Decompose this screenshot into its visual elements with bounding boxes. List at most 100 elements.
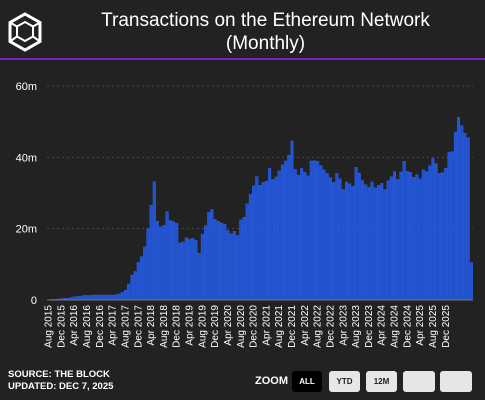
zoom-12m-button[interactable]: 12M bbox=[366, 371, 397, 392]
bar bbox=[348, 183, 352, 301]
bar bbox=[383, 189, 387, 301]
bar bbox=[367, 187, 371, 301]
bar bbox=[450, 151, 454, 301]
bar bbox=[236, 235, 240, 301]
bar bbox=[399, 171, 403, 301]
bar bbox=[437, 173, 441, 301]
bar bbox=[178, 242, 182, 301]
x-tick-label: Apr 2019 bbox=[185, 305, 196, 346]
bar bbox=[280, 164, 284, 301]
source-line: SOURCE: THE BLOCK bbox=[8, 369, 110, 380]
bar bbox=[146, 228, 150, 301]
zoom-blank-button-1[interactable] bbox=[403, 371, 435, 392]
x-tick-label: Aug 2015 bbox=[44, 305, 55, 348]
bar bbox=[111, 294, 115, 301]
bar bbox=[425, 171, 429, 301]
y-tick-label: 0 bbox=[31, 295, 37, 307]
bar bbox=[216, 221, 220, 301]
bar bbox=[393, 171, 397, 301]
bar bbox=[152, 181, 156, 301]
bar bbox=[402, 161, 406, 301]
bar bbox=[415, 174, 419, 301]
bar bbox=[232, 231, 236, 301]
bar bbox=[344, 181, 348, 301]
x-tick-label: Aug 2016 bbox=[82, 305, 93, 348]
bar bbox=[229, 233, 233, 301]
bar bbox=[386, 180, 390, 301]
bar bbox=[139, 256, 143, 301]
bar bbox=[264, 181, 268, 301]
bar bbox=[191, 238, 195, 301]
bar bbox=[172, 221, 176, 301]
bar bbox=[156, 221, 160, 301]
bar bbox=[271, 179, 275, 301]
bar bbox=[85, 295, 89, 301]
bar bbox=[242, 217, 246, 301]
bar bbox=[91, 294, 95, 301]
bar bbox=[207, 212, 211, 301]
bar bbox=[418, 178, 422, 301]
bar bbox=[252, 185, 256, 301]
bar bbox=[469, 262, 473, 301]
y-tick-label: 60m bbox=[16, 81, 37, 93]
y-tick-label: 20m bbox=[16, 224, 37, 236]
bar bbox=[88, 295, 92, 301]
bar bbox=[396, 179, 400, 301]
bar bbox=[412, 177, 416, 301]
x-tick-label: Apr 2021 bbox=[261, 305, 272, 346]
bar bbox=[255, 176, 259, 301]
x-tick-label: Apr 2023 bbox=[338, 305, 349, 346]
x-tick-label: Apr 2016 bbox=[69, 305, 80, 346]
bar bbox=[373, 187, 377, 301]
bar bbox=[434, 163, 438, 301]
bar bbox=[184, 237, 188, 301]
bar bbox=[274, 176, 278, 301]
x-tick-label: Aug 2024 bbox=[390, 305, 401, 348]
x-tick-label: Apr 2020 bbox=[223, 305, 234, 346]
bar bbox=[319, 165, 323, 301]
bar bbox=[312, 160, 316, 301]
bar bbox=[117, 293, 121, 301]
x-tick-label: Dec 2019 bbox=[210, 305, 221, 348]
bar bbox=[284, 160, 288, 301]
bar bbox=[75, 296, 79, 301]
bar bbox=[441, 172, 445, 301]
bar bbox=[409, 172, 413, 301]
bar bbox=[351, 186, 355, 301]
header-divider bbox=[0, 58, 485, 60]
bar bbox=[220, 222, 224, 301]
bar bbox=[123, 289, 127, 301]
bar bbox=[114, 294, 118, 301]
bar bbox=[120, 292, 124, 301]
bar bbox=[223, 223, 227, 301]
bar bbox=[194, 239, 198, 301]
bar bbox=[306, 175, 310, 301]
bar bbox=[354, 167, 358, 301]
bar bbox=[95, 294, 99, 301]
x-tick-label: Aug 2025 bbox=[428, 305, 439, 348]
x-tick-label: Aug 2020 bbox=[236, 305, 247, 348]
bar bbox=[133, 271, 137, 301]
x-tick-label: Aug 2023 bbox=[351, 305, 362, 348]
x-tick-label: Aug 2017 bbox=[120, 305, 131, 348]
bar bbox=[143, 246, 147, 301]
x-tick-label: Apr 2022 bbox=[300, 305, 311, 346]
bar bbox=[149, 204, 153, 301]
bar bbox=[405, 171, 409, 301]
bar bbox=[210, 209, 214, 301]
bar bbox=[261, 182, 265, 301]
zoom-all-button[interactable]: ALL bbox=[292, 371, 322, 392]
x-tick-label: Aug 2018 bbox=[159, 305, 170, 348]
bar bbox=[377, 185, 381, 301]
chart-title: Transactions on the Ethereum Network (Mo… bbox=[101, 10, 430, 54]
bar bbox=[79, 295, 83, 301]
zoom-ytd-button[interactable]: YTD bbox=[329, 371, 360, 392]
x-tick-label: Apr 2018 bbox=[146, 305, 157, 346]
zoom-blank-button-2[interactable] bbox=[440, 371, 472, 392]
bar bbox=[197, 253, 201, 301]
bar bbox=[389, 176, 393, 301]
bar bbox=[248, 194, 252, 301]
source-note: SOURCE: THE BLOCK UPDATED: DEC 7, 2025 bbox=[8, 369, 113, 393]
bar bbox=[175, 223, 179, 301]
